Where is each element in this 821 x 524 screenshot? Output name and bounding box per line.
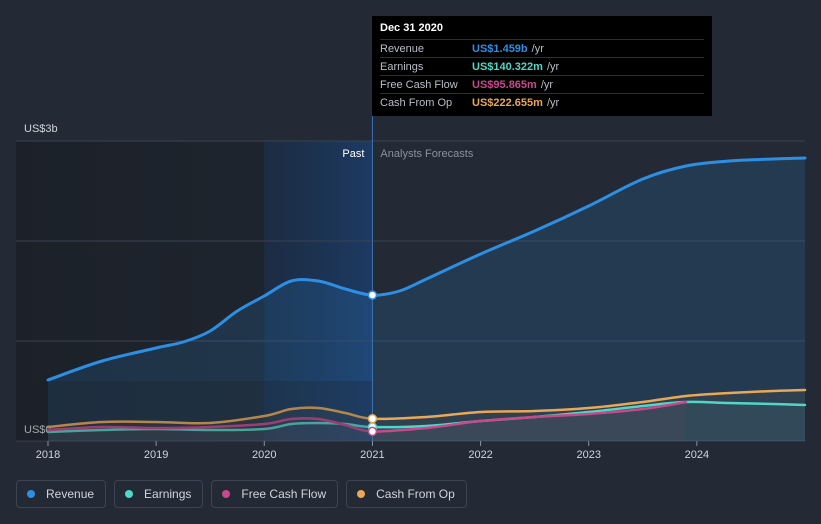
tooltip-unit: /yr — [546, 96, 560, 109]
x-tick-label: 2019 — [144, 449, 168, 461]
legend-dot-icon — [222, 490, 231, 498]
x-tick-label: 2021 — [360, 449, 384, 461]
tooltip-unit: /yr — [531, 42, 544, 55]
legend-label: Free Cash Flow — [241, 487, 327, 501]
legend-dot-icon — [27, 490, 35, 498]
data-point-cash-from-op — [367, 413, 378, 424]
tooltip-value: US$95.865m — [472, 78, 537, 91]
past-label: Past — [342, 148, 364, 160]
tooltip-row-cash-from-op: Cash From Op US$222.655m /yr — [380, 93, 704, 111]
x-tick-label: 2018 — [36, 449, 60, 461]
y-axis-label-top: US$3b — [24, 123, 58, 135]
legend-label: Revenue — [46, 487, 95, 501]
forecast-label: Analysts Forecasts — [380, 148, 473, 160]
tooltip-date: Dec 31 2020 — [380, 22, 443, 34]
legend-item-earnings[interactable]: Earnings — [114, 480, 204, 508]
tooltip-row-revenue: Revenue US$1.459b /yr — [380, 39, 704, 57]
tooltip-label: Earnings — [380, 60, 424, 73]
legend-item-cash-from-op[interactable]: Cash From Op — [346, 480, 467, 508]
series-line-cash-from-op — [46, 388, 807, 429]
tooltip-value: US$222.655m — [472, 96, 543, 109]
hover-tooltip: Dec 31 2020 Revenue US$1.459b /yr Earnin… — [372, 16, 712, 116]
tooltip-unit: /yr — [546, 60, 560, 73]
area-revenue — [48, 158, 805, 441]
past-dim-overlay — [16, 381, 373, 441]
legend-label: Earnings — [144, 487, 192, 501]
x-tick-label: 2022 — [468, 449, 492, 461]
series-line-free-cash-flow — [46, 400, 688, 433]
legend-label: Cash From Op — [376, 487, 455, 501]
tooltip-value: US$1.459b — [472, 42, 528, 55]
legend-dot-icon — [357, 490, 366, 498]
tooltip-unit: /yr — [540, 78, 554, 91]
area-free-cash-flow — [48, 402, 686, 441]
data-point-free-cash-flow — [367, 426, 378, 437]
legend-item-free-cash-flow[interactable]: Free Cash Flow — [211, 480, 339, 508]
area-cash-from-op — [48, 390, 805, 441]
tooltip-label: Free Cash Flow — [380, 78, 458, 91]
y-axis-label-bottom: US$0 — [24, 424, 52, 436]
tooltip-value: US$140.322m — [472, 60, 543, 73]
legend-dot-icon — [125, 490, 134, 498]
tooltip-label: Cash From Op — [380, 96, 453, 109]
series-line-earnings — [46, 400, 807, 434]
legend-item-revenue[interactable]: Revenue — [16, 480, 107, 508]
x-tick-label: 2024 — [685, 449, 709, 461]
tooltip-row-earnings: Earnings US$140.322m /yr — [380, 57, 704, 75]
chart-legend: Revenue Earnings Free Cash Flow Cash Fro… — [16, 480, 467, 508]
tooltip-row-free-cash-flow: Free Cash Flow US$95.865m /yr — [380, 75, 704, 93]
data-point-revenue — [367, 290, 378, 300]
x-tick-label: 2020 — [252, 449, 276, 461]
tooltip-label: Revenue — [380, 42, 425, 55]
x-tick-label: 2023 — [576, 449, 600, 461]
